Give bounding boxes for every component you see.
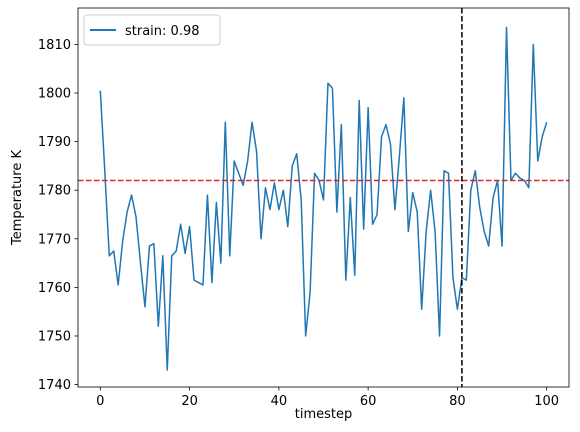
- axis-ticks: 0 20 40 60 80 100 1740 1750 1760 1770 1780 1790 1800…: [38, 38, 559, 409]
- plot-area: [77, 7, 570, 388]
- x-tick-label: 80: [449, 394, 466, 409]
- y-tick-label: 1810: [38, 38, 71, 53]
- x-tick-label: 40: [271, 394, 288, 409]
- legend-entry: strain: 0.98: [125, 24, 200, 39]
- y-axis-label: Temperature K: [10, 150, 25, 246]
- y-tick-label: 1790: [38, 135, 71, 150]
- series-line-0: [99, 26, 548, 371]
- y-tick-label: 1750: [38, 329, 71, 344]
- y-tick-label: 1760: [38, 281, 71, 296]
- y-tick-label: 1770: [38, 232, 71, 247]
- legend-box: [83, 14, 221, 46]
- legend: strain: 0.98: [83, 14, 221, 46]
- axes-frame: [77, 7, 570, 388]
- x-tick-label: 0: [96, 394, 104, 409]
- x-axis-label: timestep: [295, 407, 353, 422]
- x-tick-label: 60: [360, 394, 377, 409]
- y-tick-label: 1800: [38, 87, 71, 102]
- y-tick-label: 1740: [38, 378, 71, 393]
- x-tick-label: 100: [534, 394, 559, 409]
- y-tick-label: 1780: [38, 184, 71, 199]
- x-tick-label: 20: [181, 394, 198, 409]
